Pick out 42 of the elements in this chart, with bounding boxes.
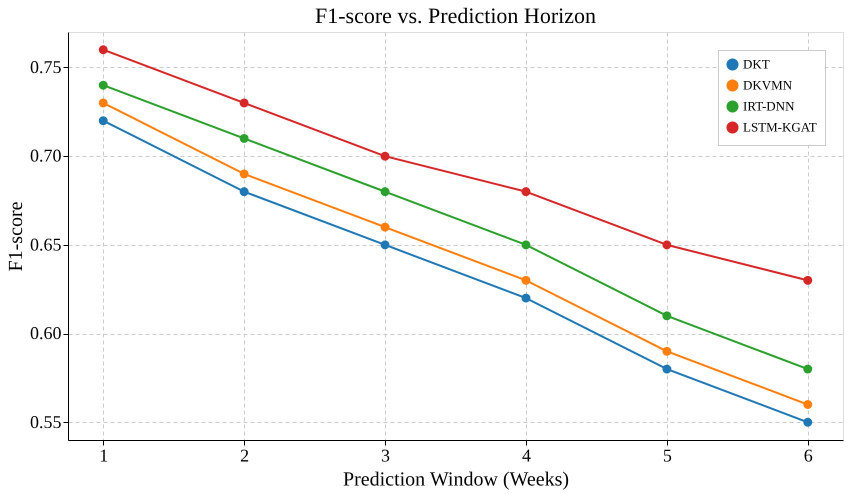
legend-label: DKVMN — [743, 78, 793, 92]
point — [803, 418, 812, 427]
legend-label: LSTM-KGAT — [743, 120, 817, 134]
x-axis-title: Prediction Window (Weeks) — [342, 468, 570, 490]
y-axis-title: F1-score — [5, 201, 27, 272]
x-tick-label: 2 — [240, 446, 250, 466]
legend-label: IRT-DNN — [743, 98, 796, 114]
point — [240, 169, 249, 178]
point — [521, 294, 530, 303]
point — [803, 276, 812, 285]
y-tick-label: 0.75 — [30, 56, 62, 77]
point — [240, 98, 249, 108]
point — [662, 240, 672, 250]
point — [662, 346, 672, 356]
x-tick-label: 1 — [99, 446, 108, 466]
point — [662, 311, 672, 320]
x-tick-label: 6 — [804, 446, 813, 466]
point — [98, 80, 108, 90]
point — [98, 98, 108, 108]
legend-label: DKT — [743, 56, 770, 72]
point — [380, 222, 390, 232]
point — [98, 45, 108, 54]
x-tick-label: 4 — [522, 446, 531, 466]
point — [662, 364, 672, 374]
point — [380, 240, 390, 250]
x-tick-label: 5 — [662, 446, 672, 466]
point — [240, 134, 249, 143]
point — [521, 276, 530, 285]
point — [240, 187, 249, 196]
point — [521, 240, 530, 250]
point — [803, 364, 812, 374]
y-tick-label: 0.70 — [30, 146, 62, 166]
point — [380, 187, 390, 196]
point — [380, 152, 390, 161]
chart-title: F1-score vs. Prediction Horizon — [314, 3, 596, 28]
y-tick-label: 0.60 — [30, 323, 62, 344]
point — [98, 116, 108, 126]
point — [521, 187, 530, 196]
y-tick-label: 0.55 — [30, 412, 62, 432]
x-tick-label: 3 — [381, 446, 390, 466]
point — [803, 400, 812, 409]
y-tick-label: 0.65 — [30, 234, 62, 254]
